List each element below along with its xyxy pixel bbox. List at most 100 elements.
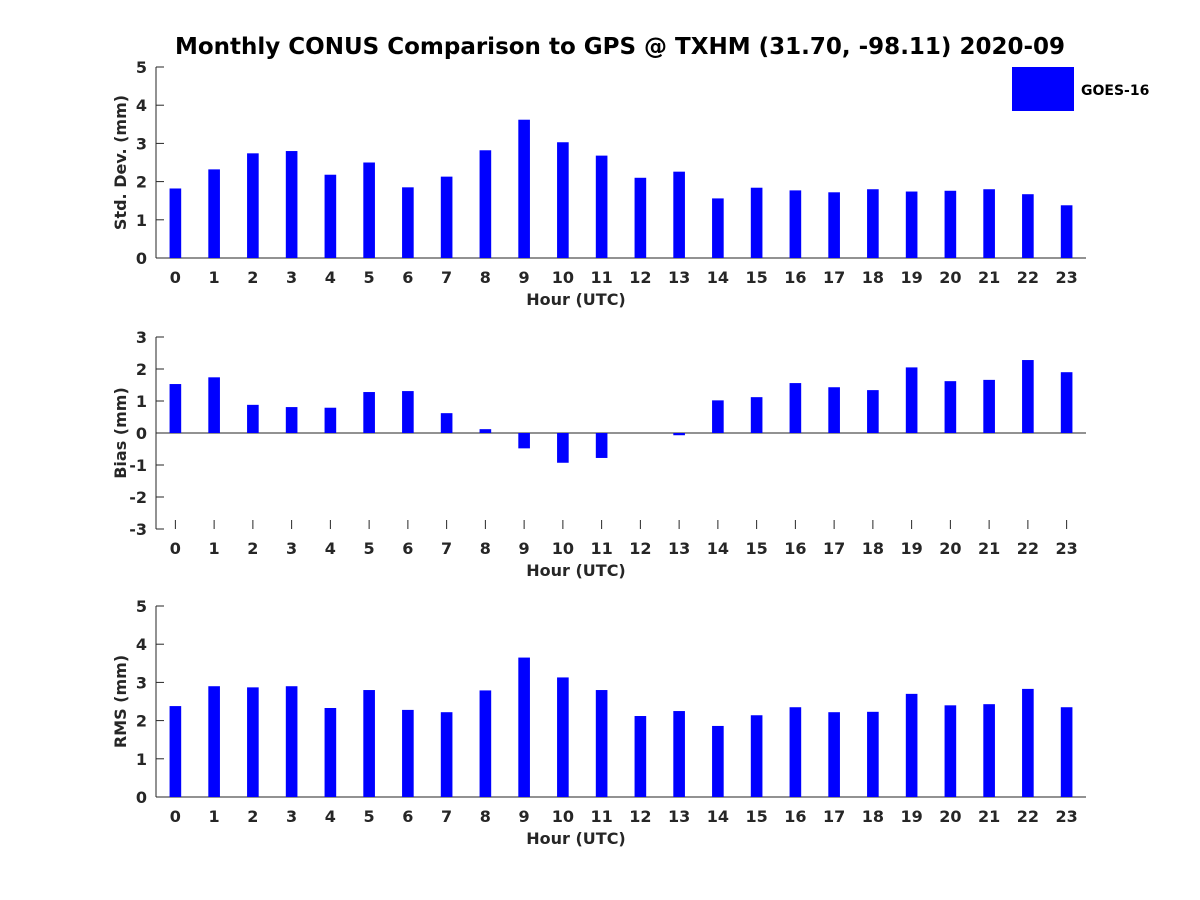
bar-hour-15 — [750, 397, 763, 433]
x-tick-label: 13 — [668, 807, 690, 826]
x-tick-label: 19 — [900, 268, 922, 287]
bar-hour-10 — [557, 433, 569, 463]
bar-hour-19 — [905, 367, 918, 433]
x-tick-label: 22 — [1017, 268, 1039, 287]
bar-hour-20 — [944, 705, 957, 797]
x-tick-label: 8 — [480, 807, 491, 826]
bar-hour-14 — [712, 725, 724, 797]
x-tick-label: 22 — [1017, 807, 1039, 826]
bar-hour-11 — [595, 155, 608, 258]
bar-hour-0 — [169, 384, 182, 433]
x-tick-label: 9 — [519, 539, 530, 558]
bar-hour-11 — [595, 690, 608, 797]
legend-label: GOES-16 — [1081, 83, 1149, 99]
chart-title: Monthly CONUS Comparison to GPS @ TXHM (… — [175, 34, 1065, 60]
bar-hour-9 — [518, 119, 530, 258]
x-tick-label: 5 — [364, 539, 375, 558]
bar-hour-1 — [208, 169, 220, 258]
bar-hour-6 — [402, 187, 414, 258]
bar-hour-15 — [750, 715, 763, 797]
bar-hour-18 — [867, 390, 879, 433]
bar-hour-17 — [828, 387, 840, 433]
x-tick-label: 5 — [364, 807, 375, 826]
x-tick-label: 12 — [629, 268, 651, 287]
x-tick-label: 1 — [209, 539, 220, 558]
y-tick-label: 3 — [136, 328, 147, 347]
x-tick-label: 12 — [629, 807, 651, 826]
bar-hour-23 — [1060, 707, 1073, 797]
bar-hour-0 — [169, 188, 182, 258]
x-tick-label: 17 — [823, 268, 845, 287]
x-tick-label: 7 — [441, 268, 452, 287]
x-tick-label: 14 — [707, 268, 729, 287]
y-tick-label: 0 — [136, 249, 147, 268]
y-tick-label: 2 — [136, 173, 147, 192]
bar-hour-4 — [324, 707, 337, 797]
bar-hour-5 — [363, 162, 375, 258]
y-axis-label: Bias (mm) — [111, 387, 130, 479]
x-tick-label: 0 — [170, 539, 181, 558]
x-axis-label: Hour (UTC) — [526, 561, 626, 580]
bar-hour-19 — [905, 693, 918, 797]
y-tick-label: 1 — [136, 392, 147, 411]
bar-hour-3 — [285, 686, 298, 797]
bar-hour-15 — [750, 187, 763, 258]
x-tick-label: 4 — [325, 539, 336, 558]
x-tick-label: 6 — [402, 268, 413, 287]
x-tick-label: 21 — [978, 539, 1000, 558]
bar-hour-7 — [440, 413, 453, 433]
x-tick-label: 8 — [480, 268, 491, 287]
x-tick-label: 2 — [247, 807, 258, 826]
bar-hour-8 — [479, 690, 492, 797]
y-tick-label: 3 — [136, 134, 147, 153]
x-tick-label: 13 — [668, 539, 690, 558]
x-tick-label: 10 — [552, 807, 574, 826]
y-tick-label: 4 — [136, 635, 147, 654]
x-tick-label: 21 — [978, 807, 1000, 826]
bar-hour-10 — [557, 142, 569, 258]
bar-hour-7 — [440, 176, 453, 258]
x-tick-label: 15 — [745, 539, 767, 558]
bar-hour-21 — [983, 379, 995, 433]
x-tick-label: 4 — [325, 268, 336, 287]
x-tick-label: 20 — [939, 268, 961, 287]
x-axis-label: Hour (UTC) — [526, 290, 626, 309]
bar-hour-16 — [789, 190, 802, 258]
bar-hour-6 — [402, 709, 414, 797]
x-tick-label: 15 — [745, 807, 767, 826]
bar-hour-1 — [208, 686, 220, 797]
bar-hour-19 — [905, 191, 918, 258]
x-tick-label: 6 — [402, 539, 413, 558]
bar-hour-7 — [440, 712, 453, 797]
legend-swatch — [1012, 67, 1074, 111]
x-tick-label: 1 — [209, 807, 220, 826]
bar-hour-18 — [867, 711, 879, 797]
y-tick-label: 1 — [136, 211, 147, 230]
bar-hour-22 — [1022, 688, 1034, 797]
x-tick-label: 14 — [707, 539, 729, 558]
legend: GOES-16 — [1012, 67, 1149, 111]
bar-hour-4 — [324, 174, 337, 258]
x-tick-label: 2 — [247, 539, 258, 558]
bar-hour-2 — [247, 404, 259, 433]
bar-hour-23 — [1060, 205, 1073, 258]
bar-hour-22 — [1022, 360, 1034, 433]
y-tick-label: 0 — [136, 788, 147, 807]
x-tick-label: 10 — [552, 539, 574, 558]
x-tick-label: 18 — [862, 539, 884, 558]
bar-hour-10 — [557, 677, 569, 797]
bar-hour-9 — [518, 433, 530, 449]
x-tick-label: 16 — [784, 539, 806, 558]
y-axis-label: Std. Dev. (mm) — [111, 95, 130, 230]
x-tick-label: 15 — [745, 268, 767, 287]
bar-hour-21 — [983, 704, 995, 797]
x-axis-label: Hour (UTC) — [526, 829, 626, 848]
x-tick-label: 7 — [441, 539, 452, 558]
x-tick-label: 11 — [590, 539, 612, 558]
bar-hour-3 — [285, 407, 298, 433]
bar-hour-2 — [247, 687, 259, 797]
bar-hour-16 — [789, 707, 802, 797]
x-tick-label: 5 — [364, 268, 375, 287]
